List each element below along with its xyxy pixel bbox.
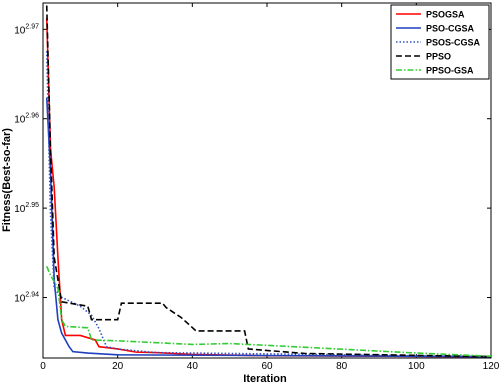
y-tick-base: 10 (14, 204, 26, 215)
x-axis-label: Iteration (243, 373, 287, 385)
x-tick-label: 40 (187, 361, 199, 372)
y-tick-label: 102.96 (14, 113, 39, 126)
x-tick-label: 100 (408, 361, 425, 372)
y-tick-base: 10 (14, 115, 26, 126)
x-tick-label: 60 (261, 361, 273, 372)
series-line (45, 5, 492, 358)
legend-label: PPSO-GSA (426, 66, 474, 76)
series-line (45, 51, 492, 358)
y-tick-exponent: 2.97 (25, 23, 39, 30)
y-tick-label: 102.95 (14, 202, 39, 215)
y-tick-base: 10 (14, 294, 26, 305)
y-tick-exponent: 2.94 (25, 292, 39, 299)
legend-label: PSOS-CGSA (426, 38, 481, 48)
y-tick-label: 102.97 (14, 23, 39, 36)
y-axis-label: Fitness(Best-so-far) (1, 128, 13, 232)
x-tick-label: 120 (483, 361, 500, 372)
legend-label: PSO-CGSA (426, 24, 475, 34)
x-tick-label: 0 (40, 361, 46, 372)
legend-label: PSOGSA (426, 10, 465, 20)
x-tick-label: 80 (336, 361, 348, 372)
y-tick-label: 102.94 (14, 292, 39, 305)
series-line (45, 17, 492, 358)
y-tick-exponent: 2.95 (25, 202, 39, 209)
legend-label: PPSO (426, 52, 451, 62)
x-tick-label: 20 (112, 361, 124, 372)
series-line (45, 265, 492, 357)
y-tick-base: 10 (14, 25, 26, 36)
y-tick-exponent: 2.96 (25, 113, 39, 120)
